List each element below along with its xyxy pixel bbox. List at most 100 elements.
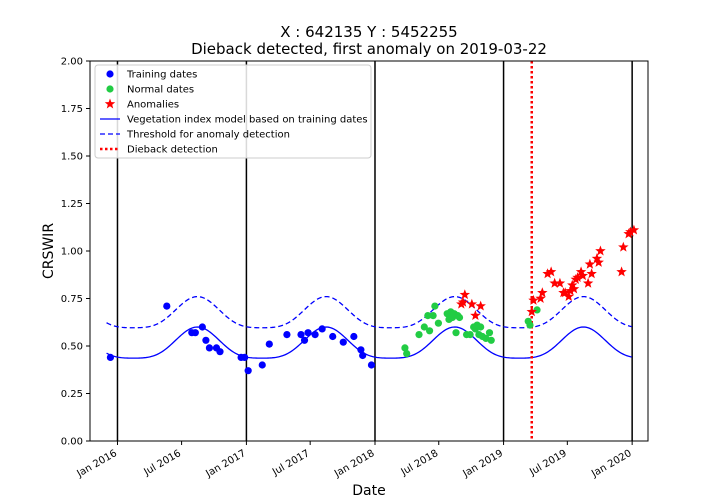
legend-label-anomaly: Anomalies — [127, 100, 179, 111]
normal-point — [401, 344, 409, 352]
anomaly-point — [457, 296, 469, 307]
normal-point — [485, 329, 494, 337]
anomaly-point — [586, 268, 597, 279]
training-point — [241, 353, 249, 361]
legend-marker-anomaly — [104, 98, 116, 109]
legend-label-dieback: Dieback detection — [127, 145, 218, 156]
anomaly-point — [549, 277, 560, 288]
training-point — [357, 346, 365, 354]
training-point — [300, 336, 309, 344]
threshold-curve — [106, 295, 632, 329]
training-point — [367, 361, 376, 369]
anomaly-point — [565, 285, 576, 296]
data-points — [106, 224, 640, 375]
normal-point — [425, 327, 434, 335]
y-tick-label: 1.00 — [61, 247, 83, 258]
y-tick-label: 2.00 — [61, 57, 83, 68]
anomaly-point — [545, 266, 557, 277]
y-tick-label: 0.25 — [61, 389, 83, 400]
normal-point — [415, 331, 423, 339]
training-point — [304, 329, 312, 337]
training-point — [106, 353, 115, 361]
anomaly-point — [591, 253, 603, 264]
normal-point — [431, 302, 439, 310]
y-tick-label: 1.25 — [61, 199, 83, 210]
anomaly-point — [475, 300, 486, 311]
training-point — [265, 340, 273, 348]
anomaly-point — [559, 287, 571, 298]
training-point — [350, 332, 358, 341]
normal-point — [466, 331, 474, 339]
anomaly-point — [582, 277, 594, 288]
training-point — [191, 329, 199, 337]
anomaly-point — [618, 241, 629, 252]
anomaly-point — [526, 306, 537, 317]
anomaly-point — [563, 291, 574, 302]
anomaly-point — [572, 272, 583, 283]
training-point — [244, 367, 252, 375]
anomaly-point — [577, 270, 589, 281]
legend-label-normal: Normal dates — [127, 85, 194, 96]
y-tick-label: 0.50 — [61, 342, 83, 353]
anomaly-point — [466, 298, 478, 309]
model-curve — [106, 326, 632, 359]
y-tick-label: 1.50 — [61, 152, 83, 163]
normal-point — [434, 319, 442, 327]
anomaly-point — [628, 224, 640, 235]
training-point — [359, 351, 367, 360]
anomaly-point — [584, 258, 596, 269]
normal-point — [526, 321, 534, 329]
legend-label-threshold: Threshold for anomaly detection — [126, 130, 290, 141]
anomaly-point — [595, 245, 606, 256]
legend-box — [94, 64, 372, 159]
normal-point — [477, 323, 485, 331]
legend-marker-training — [106, 70, 114, 78]
anomaly-point — [535, 293, 546, 303]
normal-point — [487, 336, 495, 344]
training-point — [198, 323, 206, 331]
training-point — [339, 338, 347, 346]
y-tick-label: 0.00 — [61, 437, 83, 448]
y-axis: 0.00 0.25 0.50 0.75 1.00 1.25 1.50 1.75 2.00 — [61, 57, 90, 448]
anomaly-point — [537, 287, 548, 298]
training-point — [258, 361, 266, 369]
legend-marker-normal — [106, 85, 114, 93]
anomaly-point — [625, 226, 636, 237]
anomaly-point — [459, 289, 471, 300]
y-tick-label: 1.75 — [61, 104, 83, 115]
training-point — [216, 348, 224, 356]
chart-title-line-2: Dieback detected, first anomaly on 2019-… — [191, 40, 547, 58]
x-axis-label: Date — [352, 483, 385, 499]
normal-point — [403, 350, 411, 358]
legend-label-training: Training dates — [126, 70, 197, 81]
normal-point — [533, 306, 541, 314]
anomaly-point — [616, 266, 627, 277]
y-tick-label: 0.75 — [61, 294, 83, 305]
training-point — [163, 302, 171, 310]
training-point — [311, 331, 319, 339]
normal-point — [455, 313, 464, 322]
training-point — [318, 325, 326, 333]
legend: Training dates Normal dates Anomalies Veget… — [94, 64, 372, 159]
anomaly-point — [470, 310, 481, 321]
training-point — [202, 336, 210, 344]
training-point — [205, 344, 214, 352]
chart-title-line-1: X : 642135 Y : 5452255 — [280, 23, 457, 41]
anomaly-point — [542, 268, 553, 279]
training-point — [297, 331, 305, 339]
anomaly-point — [528, 294, 539, 305]
normal-point — [420, 323, 428, 331]
anomaly-point — [575, 266, 587, 277]
normal-point — [424, 312, 432, 320]
anomaly-point — [568, 283, 580, 294]
anomaly-point — [554, 277, 566, 288]
normal-point — [452, 329, 460, 337]
training-point — [329, 332, 337, 341]
normal-point — [429, 312, 437, 320]
training-point — [283, 331, 291, 339]
anomaly-point — [567, 279, 578, 290]
y-axis-label: CRSWIR — [41, 223, 57, 279]
model-curves — [106, 295, 632, 359]
legend-label-model: Vegetation index model based on training… — [127, 115, 368, 126]
